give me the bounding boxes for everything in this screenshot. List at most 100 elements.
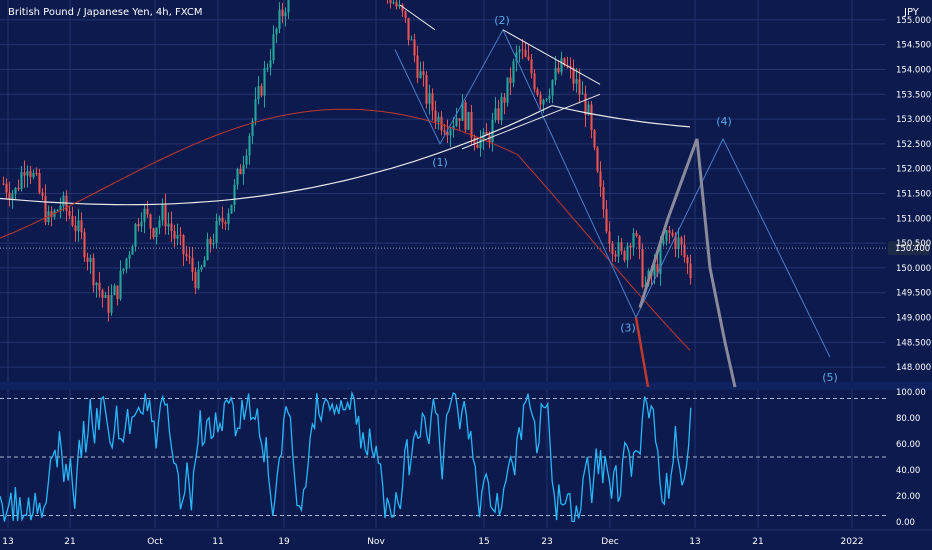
candle-body [578, 79, 581, 95]
candle-body [524, 49, 527, 57]
candle-body [191, 257, 194, 272]
candle-body [617, 242, 620, 257]
candle-body [425, 75, 428, 104]
candle-body [548, 95, 551, 99]
candle-body [221, 217, 224, 223]
x-tick-label: 13 [2, 537, 13, 547]
candle-body [170, 223, 173, 232]
candle-body [392, 2, 395, 4]
candle-body [452, 126, 455, 130]
candle-body [503, 97, 506, 103]
candle-body [230, 204, 233, 214]
candle-body [164, 204, 167, 227]
candle-body [659, 244, 662, 274]
candle-body [449, 129, 452, 136]
candle-body [656, 264, 659, 274]
candle-body [5, 183, 8, 193]
candle-body [587, 104, 590, 115]
candle-body [95, 282, 98, 286]
candle-body [569, 66, 572, 68]
candle-body [482, 131, 485, 139]
candle-body [464, 102, 467, 130]
candle-body [623, 250, 626, 261]
x-tick-label: 15 [478, 537, 489, 547]
wave-label: (1) [432, 156, 448, 169]
candle-body [131, 246, 134, 255]
candle-body [572, 67, 575, 84]
candle-body [500, 97, 503, 121]
candle-body [239, 169, 242, 175]
candle-body [26, 171, 29, 176]
oscillator-y-tick: 40.00 [896, 466, 920, 476]
oscillator-y-tick: 20.00 [896, 492, 920, 502]
candle-body [488, 135, 491, 143]
candle-body [530, 59, 533, 74]
candle-body [401, 4, 404, 12]
candle-body [668, 230, 671, 233]
candle-body [680, 237, 683, 245]
candle-body [689, 263, 692, 279]
oscillator-y-tick: 0.00 [896, 518, 915, 528]
candle-body [626, 245, 629, 261]
candle-body [446, 131, 449, 136]
candle-body [560, 58, 563, 73]
oscillator-y-tick: 60.00 [896, 440, 920, 450]
wave-label: (2) [494, 14, 510, 27]
candle-body [443, 130, 446, 132]
candle-body [107, 295, 110, 313]
candle-body [683, 244, 686, 258]
y-tick-label: 152.500 [896, 140, 931, 150]
candle-body [641, 248, 644, 288]
candle-body [476, 144, 479, 149]
candle-body [128, 254, 131, 259]
candle-body [497, 108, 500, 121]
candle-body [599, 171, 602, 187]
candle-body [38, 172, 41, 193]
candle-body [671, 232, 674, 236]
candle-body [437, 116, 440, 122]
y-tick-label: 152.000 [896, 165, 931, 175]
x-tick-label: 21 [64, 537, 75, 547]
candle-body [458, 118, 461, 121]
candle-body [194, 271, 197, 289]
candle-body [17, 187, 20, 190]
y-tick-label: 151.500 [896, 190, 931, 200]
projection-path [638, 138, 737, 388]
candle-body [542, 100, 545, 105]
last-price-badge [888, 241, 930, 256]
candle-body [140, 221, 143, 227]
candle-body [227, 213, 230, 224]
y-tick-label: 150.000 [896, 264, 931, 274]
candle-body [419, 71, 422, 78]
candle-body [83, 232, 86, 258]
x-tick-label: Nov [367, 537, 385, 547]
candle-body [116, 285, 119, 299]
candle-body [182, 235, 185, 254]
candle-body [491, 119, 494, 143]
candle-body [596, 147, 599, 172]
candle-body [269, 60, 272, 68]
moving-average-white [0, 104, 691, 206]
candle-body [137, 224, 140, 227]
y-tick-label: 150.500 [896, 239, 931, 249]
y-tick-label: 148.000 [896, 363, 931, 373]
candle-body [281, 9, 284, 17]
y-tick-label: 154.000 [896, 65, 931, 75]
candle-body [575, 79, 578, 84]
candle-body [68, 210, 71, 217]
candle-body [161, 204, 164, 221]
candle-body [206, 238, 209, 261]
currency-label: JPY [903, 7, 920, 18]
oscillator-line [0, 390, 692, 523]
candle-body [152, 228, 155, 238]
candle-body [266, 67, 269, 69]
candle-body [218, 217, 221, 222]
candle-body [410, 39, 413, 41]
candle-body [275, 28, 278, 35]
candle-body [395, 2, 398, 7]
candle-body [602, 186, 605, 210]
candle-body [632, 233, 635, 248]
candle-body [119, 270, 122, 299]
candle-body [260, 86, 263, 96]
